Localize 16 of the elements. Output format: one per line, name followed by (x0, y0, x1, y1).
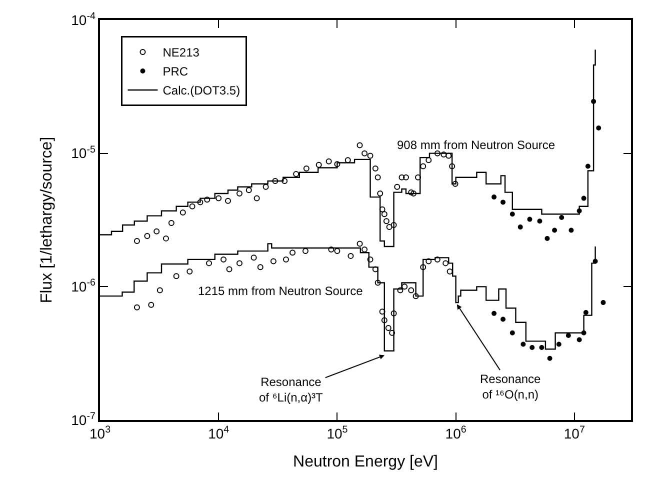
y-tick-label: 10$^{-5}$ (71, 144, 96, 162)
x-tick-label: 10$^{7}$ (564, 424, 585, 442)
x-tick-label: 10$^{6}$ (445, 424, 467, 442)
annotation: Resonance of ⁶Li(n,α)³T (259, 375, 324, 405)
legend-label: NE213 (162, 46, 200, 60)
x-tick-label: 10$^{5}$ (326, 424, 348, 442)
x-tick-label: 10$^{4}$ (208, 424, 230, 442)
annotation: 1215 mm from Neutron Source (198, 284, 364, 298)
legend-label: PRC (162, 64, 188, 79)
annotation: Resonance of ¹⁶O(n,n) (480, 372, 542, 402)
y-tick-label: 10$^{-4}$ (71, 11, 96, 28)
y-tick-label: 10$^{-6}$ (71, 278, 96, 295)
legend-label: Calc.(DOT3.5) (162, 84, 240, 98)
y-axis-title: Flux [1/lethargy/source] (38, 136, 56, 304)
x-axis-title: Neutron Energy [eV] (293, 454, 438, 471)
annotation: 908 mm from Neutron Source (397, 138, 556, 152)
